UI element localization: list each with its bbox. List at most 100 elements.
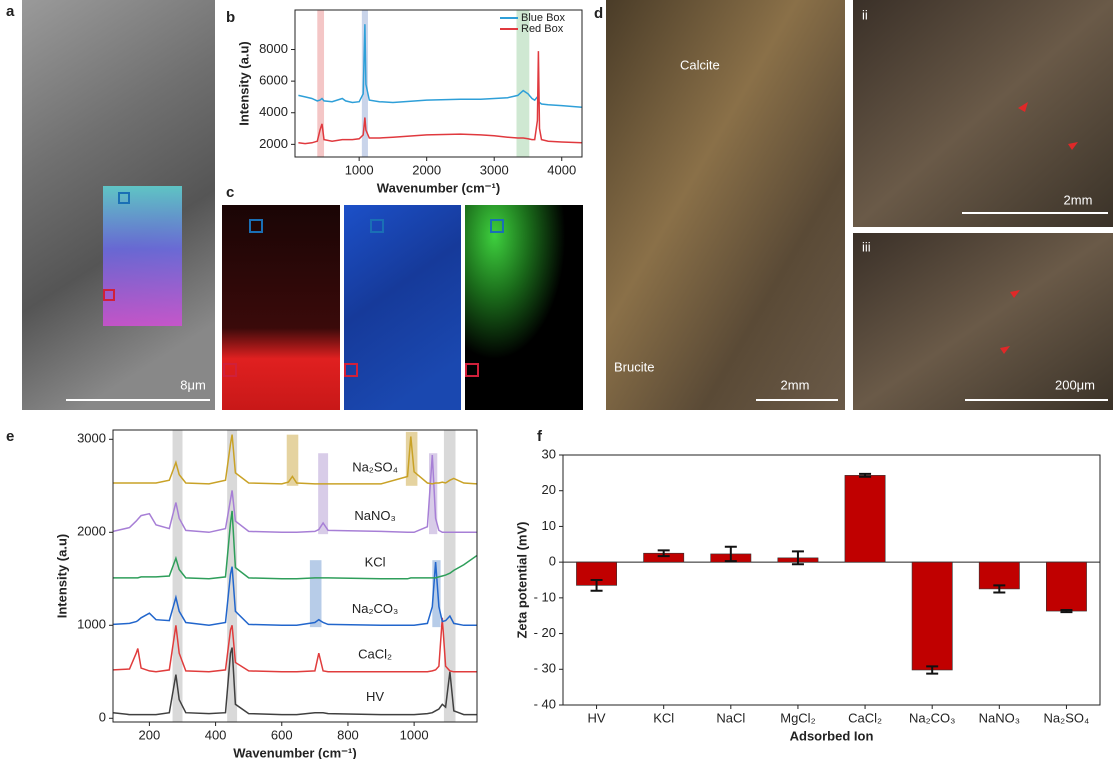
y-axis-label: Intensity (a.u) xyxy=(236,41,251,126)
plot-area xyxy=(298,10,582,157)
x-tick-label: 2000 xyxy=(412,162,441,177)
highlight-band xyxy=(516,10,530,157)
x-tick-label: 800 xyxy=(337,727,359,742)
x-tick-label: Na₂SO₄ xyxy=(1044,710,1090,725)
legend-label: Blue Box xyxy=(521,12,566,24)
error-bar xyxy=(859,472,872,478)
y-tick-label: 0 xyxy=(99,710,106,725)
inset-label: ii xyxy=(862,7,868,22)
mineral-label: Calcite xyxy=(680,57,720,72)
panel-label: b xyxy=(226,9,235,26)
highlight-band xyxy=(432,560,441,628)
y-tick-label: - 10 xyxy=(534,589,556,604)
series-label: Na₂SO₄ xyxy=(352,459,398,474)
x-tick-label: 4000 xyxy=(547,162,576,177)
y-tick-label: - 20 xyxy=(534,625,556,640)
micrograph-ii xyxy=(853,0,1113,227)
y-tick-label: 2000 xyxy=(77,524,106,539)
x-tick-label: 3000 xyxy=(480,162,509,177)
x-tick-label: 400 xyxy=(205,727,227,742)
y-tick-label: 6000 xyxy=(259,73,288,88)
micrograph xyxy=(606,0,845,410)
x-tick-label: KCl xyxy=(653,710,674,725)
mineral-label: Brucite xyxy=(614,359,654,374)
x-axis-label: Wavenumber (cm⁻¹) xyxy=(377,180,500,195)
legend-label: Red Box xyxy=(521,23,564,35)
x-tick-label: CaCl₂ xyxy=(848,710,882,725)
blue-box xyxy=(118,192,130,204)
x-tick-label: MgCl₂ xyxy=(780,710,815,725)
scale-bar-label: 2mm xyxy=(1064,192,1093,207)
spectrum-line xyxy=(113,434,477,485)
spectrum-line xyxy=(113,647,477,716)
y-axis-label: Intensity (a.u) xyxy=(54,534,69,619)
plot-area xyxy=(113,430,477,722)
highlight-band xyxy=(443,430,456,722)
plot-frame xyxy=(562,454,1101,706)
highlight-band xyxy=(317,10,325,157)
bar xyxy=(844,475,886,563)
series-label: KCl xyxy=(365,554,386,569)
y-tick-label: 20 xyxy=(542,482,556,497)
blue-box xyxy=(490,219,504,233)
y-tick-label: 0 xyxy=(549,554,556,569)
error-bar xyxy=(791,550,804,566)
panel-label: e xyxy=(6,428,14,445)
highlight-band xyxy=(361,10,368,157)
y-axis-label: Zeta potential (mV) xyxy=(514,521,529,638)
red-box xyxy=(103,289,115,301)
highlight-band xyxy=(318,453,329,535)
spectrum-line xyxy=(113,562,477,627)
plot-frame xyxy=(112,429,478,723)
x-axis-label: Adsorbed Ion xyxy=(790,728,874,743)
x-tick-label: HV xyxy=(588,710,606,725)
error-bar xyxy=(926,665,939,675)
error-bar xyxy=(724,545,737,563)
y-tick-label: 30 xyxy=(542,446,556,461)
series-label: NaNO₃ xyxy=(354,508,395,523)
plot-frame xyxy=(294,9,583,158)
blue-box xyxy=(249,219,263,233)
x-axis-label: Wavenumber (cm⁻¹) xyxy=(233,745,356,759)
x-tick-label: 600 xyxy=(271,727,293,742)
y-tick-label: 1000 xyxy=(77,617,106,632)
x-tick-label: 1000 xyxy=(345,162,374,177)
blue-channel-map xyxy=(344,205,461,410)
panel-label: a xyxy=(6,3,15,20)
spectrum-line xyxy=(113,455,477,534)
green-channel-map xyxy=(465,205,583,410)
red-box xyxy=(465,363,479,377)
error-bar xyxy=(590,579,603,592)
error-bar xyxy=(1060,609,1073,614)
scale-bar-label: 8μm xyxy=(180,377,206,392)
highlight-band xyxy=(405,431,418,486)
red-channel-map xyxy=(222,205,340,410)
y-tick-label: 3000 xyxy=(77,431,106,446)
red-box xyxy=(223,363,237,377)
highlight-band xyxy=(172,430,183,722)
error-bar xyxy=(993,584,1006,594)
series-label: Na₂CO₃ xyxy=(352,601,398,616)
y-tick-label: - 40 xyxy=(534,696,556,711)
bar xyxy=(1046,561,1087,612)
bar xyxy=(911,561,953,671)
x-tick-label: 200 xyxy=(139,727,161,742)
y-tick-label: 2000 xyxy=(259,136,288,151)
highlight-band xyxy=(429,453,438,535)
panel-label: c xyxy=(226,184,234,201)
y-tick-label: - 30 xyxy=(534,661,556,676)
scale-bar-label: 200μm xyxy=(1055,377,1095,392)
y-tick-label: 8000 xyxy=(259,41,288,56)
error-bar xyxy=(657,549,670,558)
panel-label: f xyxy=(537,428,543,445)
spectrum-line xyxy=(298,51,582,145)
series-label: CaCl₂ xyxy=(358,646,392,661)
panel-label: d xyxy=(594,5,603,22)
blue-box xyxy=(370,219,384,233)
red-box xyxy=(344,363,358,377)
y-tick-label: 4000 xyxy=(259,104,288,119)
x-tick-label: NaCl xyxy=(716,710,745,725)
inset-label: iii xyxy=(862,239,871,254)
